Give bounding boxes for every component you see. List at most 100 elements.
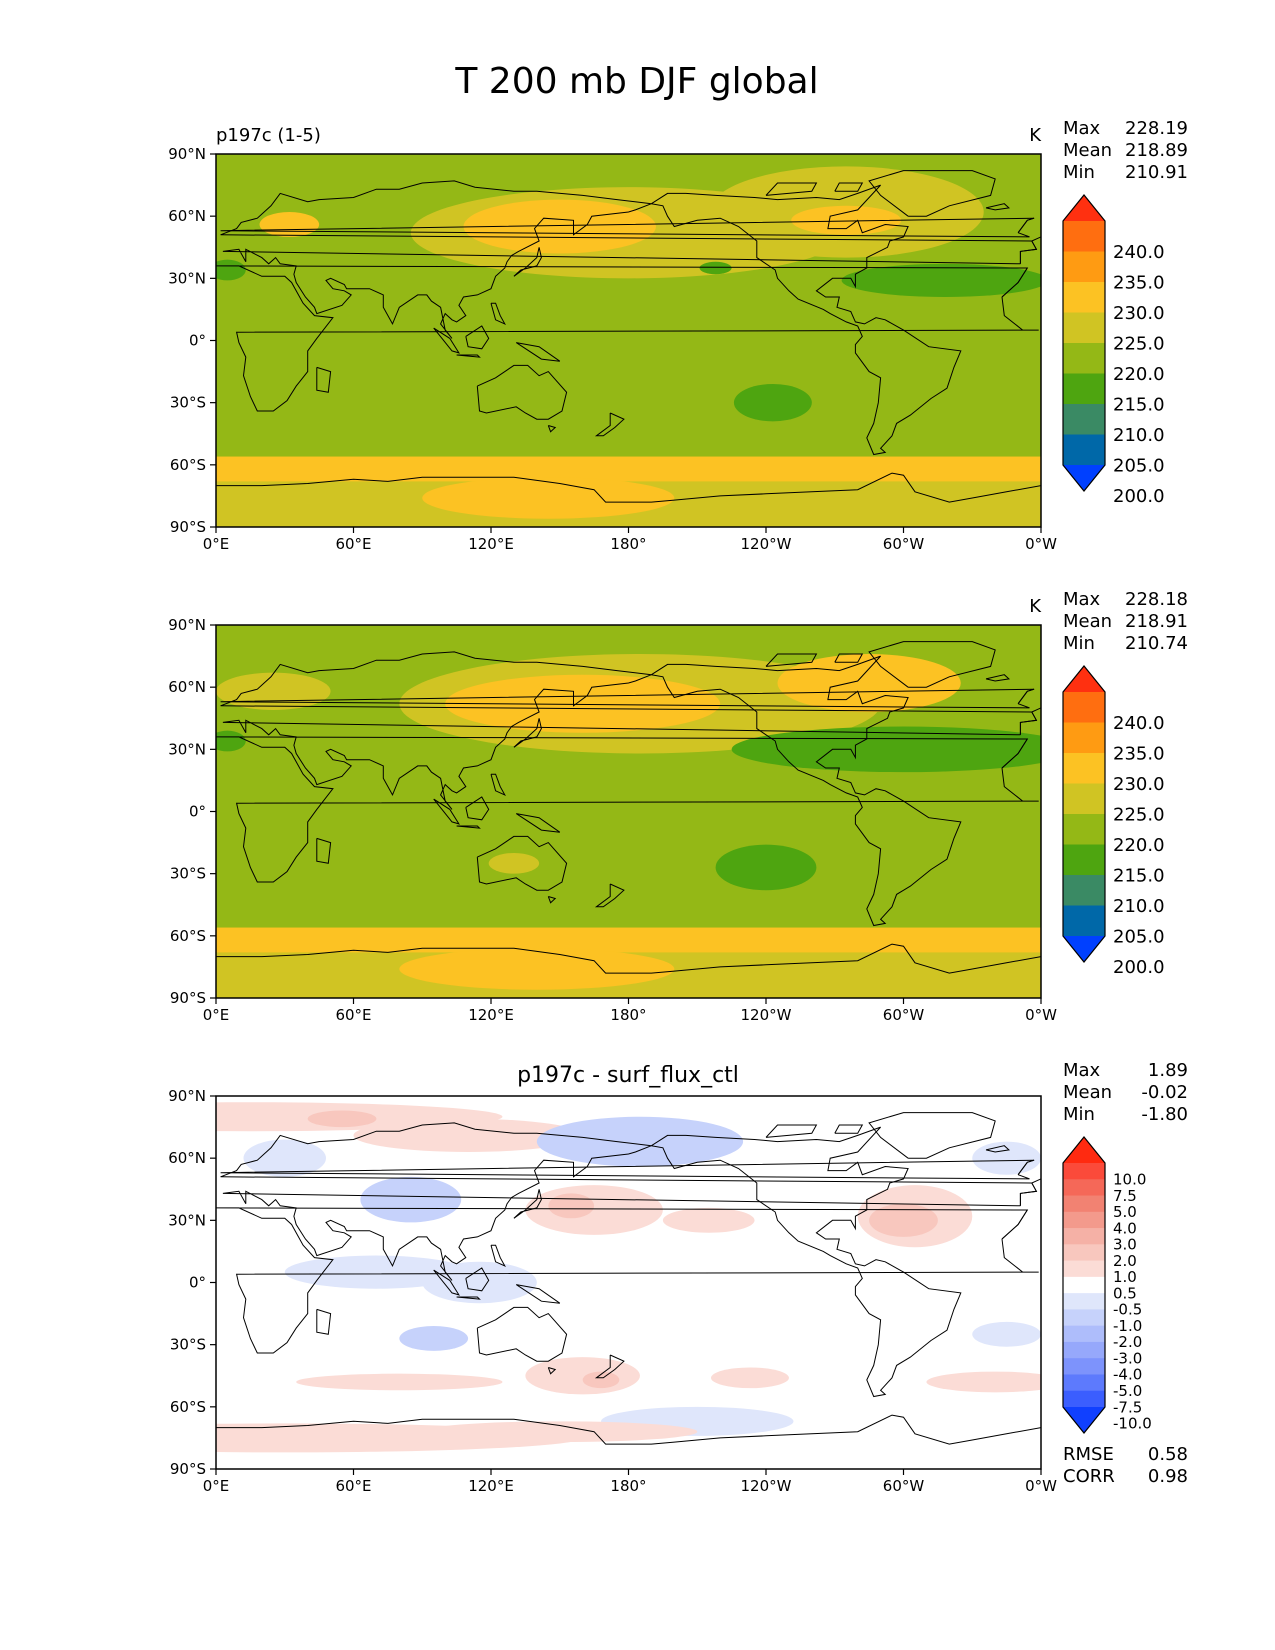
contour-region-11 xyxy=(869,1203,938,1237)
lat-tick-label: 60°N xyxy=(168,207,206,225)
lat-tick-label: 0° xyxy=(189,1274,206,1292)
coastline-1 xyxy=(216,736,1039,883)
contour-region-23 xyxy=(972,1321,1041,1347)
lon-tick-label: 0°W xyxy=(1025,1006,1057,1024)
lon-tick-label: 60°E xyxy=(335,535,371,553)
colorbar-swatch xyxy=(1063,282,1105,313)
coastline-3 xyxy=(220,651,1038,810)
colorbar-swatch xyxy=(1063,1244,1105,1262)
coastline-13 xyxy=(594,883,625,908)
colorbar-swatch xyxy=(1063,1293,1105,1310)
colorbar-extend-min xyxy=(1063,936,1105,962)
lon-tick-label: 120°W xyxy=(741,535,792,553)
panel-3-bottom-stats: RMSE 0.58 CORR 0.98 xyxy=(1063,1444,1188,1487)
lon-tick-label: 120°W xyxy=(741,1006,792,1024)
colorbar-swatch xyxy=(1063,251,1105,283)
contour-region-8 xyxy=(259,212,320,237)
coastline-16 xyxy=(765,1124,818,1138)
coastline-wrap-2 xyxy=(1019,707,1041,735)
contour-region-8 xyxy=(488,852,540,874)
coastline-9 xyxy=(515,1284,561,1304)
stat-value-mean: 218.89 xyxy=(1125,140,1188,161)
lat-tick-label: 30°S xyxy=(170,394,206,412)
colorbar-label: 3.0 xyxy=(1113,1236,1137,1254)
coastline-2 xyxy=(316,1308,332,1335)
colorbar-label: -4.0 xyxy=(1113,1366,1142,1384)
coastline-wrap-3 xyxy=(1017,688,1035,704)
panel-2: K Max 228.18 Mean 218.91 Min 210.74 90°N… xyxy=(168,589,1188,1024)
colorbar-label: 4.0 xyxy=(1113,1219,1137,1237)
stat-value-max: 228.19 xyxy=(1125,118,1188,139)
colorbar-swatch xyxy=(1063,814,1105,845)
contour-region-5 xyxy=(445,674,721,733)
stat-value-rmse: 0.58 xyxy=(1148,1444,1188,1465)
lat-tick-label: 60°S xyxy=(170,456,206,474)
coastline-17 xyxy=(834,653,864,663)
coastline-14 xyxy=(651,184,962,456)
lon-tick-label: 180° xyxy=(610,1477,646,1495)
lon-tick-label: 60°E xyxy=(335,1477,371,1495)
colorbar-swatch xyxy=(1063,1341,1105,1359)
colorbar-swatch xyxy=(1063,1163,1105,1180)
colorbar-label: 240.0 xyxy=(1113,242,1165,263)
lon-tick-label: 0°W xyxy=(1025,535,1057,553)
coastline-12 xyxy=(547,425,557,433)
colorbar-swatch xyxy=(1063,783,1105,815)
lon-tick-label: 60°W xyxy=(883,535,925,553)
stat-label-max: Max xyxy=(1063,118,1101,139)
coastline-7 xyxy=(465,325,490,350)
coastline-5 xyxy=(433,1269,461,1296)
coastline-17 xyxy=(834,182,864,192)
colorbar-swatch xyxy=(1063,312,1105,344)
colorbar-label: 205.0 xyxy=(1113,926,1165,947)
contour-region-5 xyxy=(243,1139,326,1177)
contour-region-9 xyxy=(662,1207,755,1233)
coastline-10 xyxy=(513,247,542,277)
lat-tick-label: 90°N xyxy=(168,616,206,634)
panel-3: p197c - surf_flux_ctl Max 1.89 Mean -0.0… xyxy=(168,1060,1188,1495)
contour-region-18 xyxy=(296,1373,503,1391)
lon-tick-label: 0°E xyxy=(203,1006,230,1024)
stat-value-mean: 218.91 xyxy=(1125,611,1188,632)
colorbar-label: 225.0 xyxy=(1113,804,1165,825)
colorbar-label: 215.0 xyxy=(1113,394,1165,415)
contour-region-11 xyxy=(715,844,817,891)
coastline-6 xyxy=(456,1296,481,1300)
contour-region-22 xyxy=(422,1421,698,1443)
colorbar-outline xyxy=(1062,194,1106,492)
lon-tick-label: 0°E xyxy=(203,535,230,553)
coastline-10 xyxy=(513,718,542,748)
contour-region-17 xyxy=(582,1371,620,1389)
colorbar-label: 200.0 xyxy=(1113,486,1165,507)
coastline-15 xyxy=(868,1112,996,1159)
coastline-18 xyxy=(985,203,1011,211)
colorbar-label: 235.0 xyxy=(1113,272,1165,293)
stat-value-min: -1.80 xyxy=(1141,1104,1188,1125)
colorbar-label: 230.0 xyxy=(1113,774,1165,795)
colorbar-swatch xyxy=(1063,722,1105,754)
coastline-8 xyxy=(490,302,506,325)
contour-region-7 xyxy=(525,1185,663,1235)
panel-2-stats: Max 228.18 Mean 218.91 Min 210.74 xyxy=(1063,589,1188,654)
contour-region-4 xyxy=(360,1176,462,1223)
coastline-wrap-2 xyxy=(1019,1178,1041,1206)
colorbar-swatch xyxy=(1063,905,1105,937)
colorbar-swatch xyxy=(1063,692,1105,723)
stat-label-max: Max xyxy=(1063,589,1101,610)
colorbar-label: 200.0 xyxy=(1113,957,1165,978)
colorbar-label: 225.0 xyxy=(1113,333,1165,354)
lon-tick-label: 0°W xyxy=(1025,1477,1057,1495)
lon-tick-label: 120°W xyxy=(741,1477,792,1495)
coastline-wrap-1 xyxy=(1001,267,1028,298)
stat-value-corr: 0.98 xyxy=(1148,1466,1188,1487)
coastline-12 xyxy=(547,896,557,904)
contour-region-9 xyxy=(841,263,1041,297)
colorbar-label: -3.0 xyxy=(1113,1349,1142,1367)
colorbar-1: 240.0 235.0 230.0 225.0 220.0 215.0 210.0 205.0… xyxy=(1062,194,1165,507)
lat-tick-label: 90°S xyxy=(170,1460,206,1478)
lat-tick-label: 30°S xyxy=(170,1336,206,1354)
colorbar-outline xyxy=(1062,665,1106,963)
colorbar-swatch xyxy=(1063,1179,1105,1197)
colorbar-3: 10.07.55.04.03.02.01.00.5-0.5-1.0-2.0-3.… xyxy=(1062,1136,1152,1434)
colorbar-extend-min xyxy=(1063,465,1105,491)
